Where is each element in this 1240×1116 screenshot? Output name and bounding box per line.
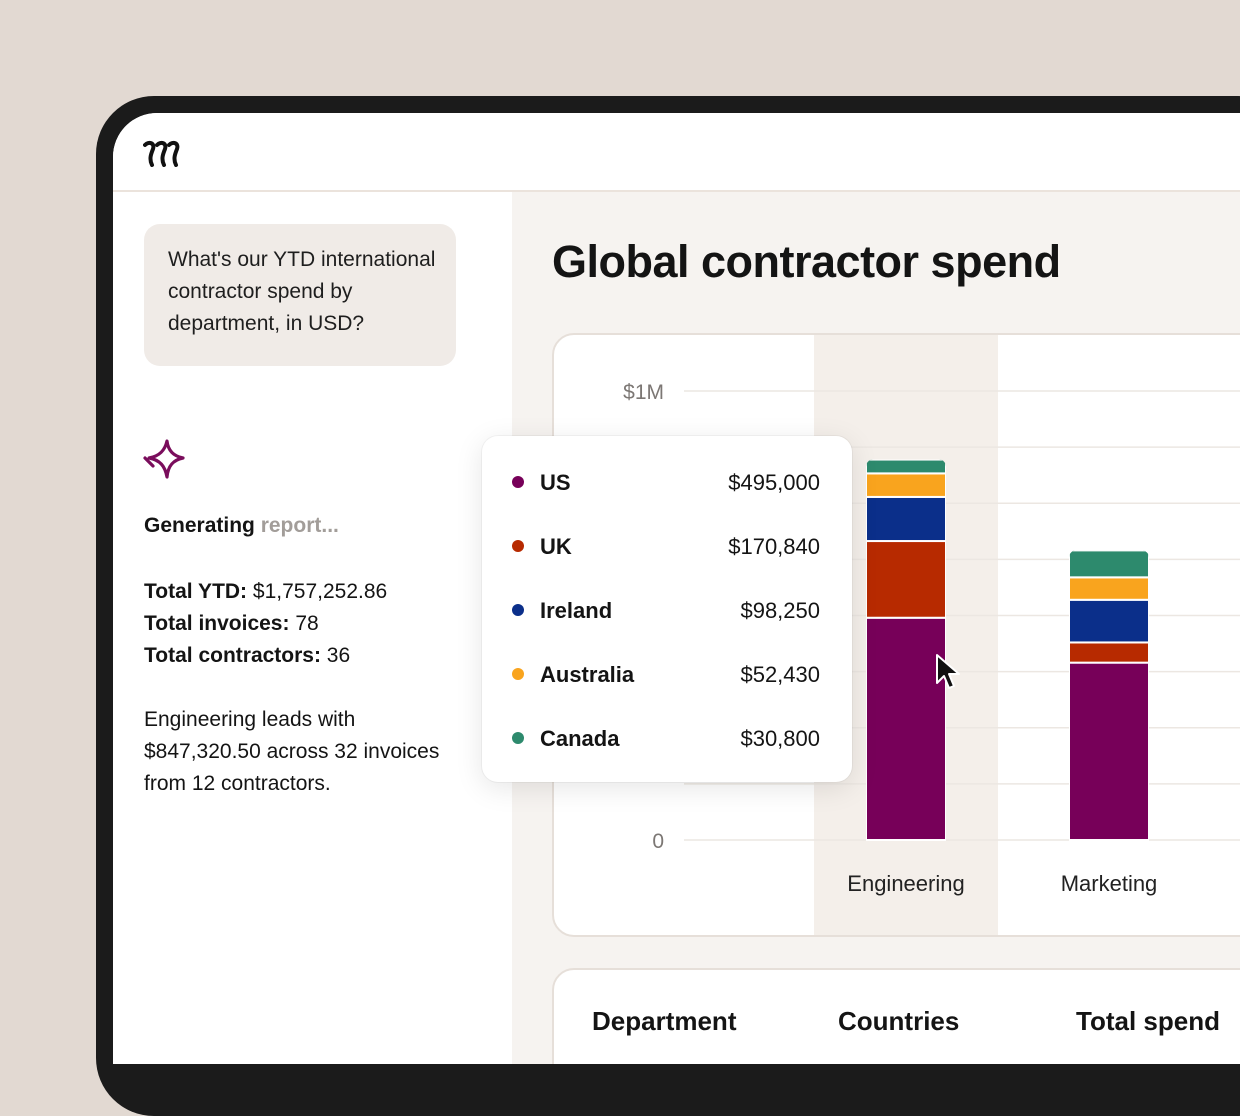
y-tick-label: $1M [623, 381, 664, 404]
department-table: Department Countries Total spend [552, 968, 1240, 1064]
stat-total-contractors: Total contractors: 36 [144, 640, 387, 672]
stat-value: $1,757,252.86 [247, 580, 388, 603]
user-message: What's our YTD international contractor … [144, 224, 456, 366]
tooltip-value: $52,430 [740, 662, 820, 687]
legend-dot [512, 540, 524, 552]
tooltip-row: US $495,000 [482, 462, 852, 502]
bar-segment-ireland [866, 495, 946, 543]
legend-dot [512, 732, 524, 744]
column-header-countries[interactable]: Countries [838, 1006, 960, 1036]
legend-dot [512, 604, 524, 616]
tooltip-country: Australia [540, 662, 635, 687]
bar-segment-canada [1069, 550, 1149, 579]
legend-dot [512, 476, 524, 488]
cursor-icon [936, 654, 960, 689]
legend-dot [512, 668, 524, 680]
sparkle-icon [143, 439, 185, 479]
tooltip-row: Canada $30,800 [482, 718, 852, 758]
y-tick-label: 0 [652, 830, 664, 853]
summary-lead-text: Engineering leads with $847,320.50 acros… [144, 708, 440, 795]
x-tick-label: Engineering [847, 871, 964, 896]
tooltip-country: Ireland [540, 598, 613, 623]
stat-label: Total YTD: [144, 580, 248, 603]
bar-segment-canada [866, 459, 946, 475]
bar-segment-uk [1069, 641, 1149, 664]
bar-segment-us [866, 616, 946, 841]
stat-value: 36 [320, 644, 351, 667]
tooltip-country: Canada [540, 726, 620, 751]
summary-stats: Total YTD: $1,757,252.86 Total invoices:… [144, 576, 387, 672]
tooltip-row: Ireland $98,250 [482, 590, 852, 630]
top-bar [113, 113, 1240, 192]
tooltip-row: UK $170,840 [482, 526, 852, 566]
stat-total-ytd: Total YTD: $1,757,252.86 [144, 576, 387, 608]
tooltip-value: $30,800 [740, 726, 820, 751]
column-header-department[interactable]: Department [592, 1006, 737, 1036]
tooltip-country: US [540, 470, 571, 495]
bar-segment-australia [1069, 576, 1149, 601]
chat-pane: What's our YTD international contractor … [113, 192, 512, 1064]
tooltip-value: $495,000 [728, 470, 820, 495]
tooltip-row: Australia $52,430 [482, 654, 852, 694]
bar-segment-ireland [1069, 598, 1149, 644]
stat-label: Total contractors: [144, 644, 321, 667]
bar-segment-us [1069, 661, 1149, 841]
status-text: Generating report... [144, 514, 339, 538]
stat-label: Total invoices: [144, 612, 290, 635]
status-dim: report... [254, 514, 339, 537]
column-header-total-spend[interactable]: Total spend [1076, 1006, 1220, 1036]
stat-value: 78 [289, 612, 319, 635]
bar-segment-australia [866, 472, 946, 498]
chart-tooltip: US $495,000 UK $170,840 Ireland $98,250 … [482, 436, 852, 782]
user-message-text: What's our YTD international contractor … [168, 248, 436, 335]
bar-chart: 0 $1M Engineering Marketing [623, 335, 1240, 935]
page-title: Global contractor spend [552, 236, 1061, 287]
tooltip-value: $170,840 [728, 534, 820, 559]
tooltip-value: $98,250 [740, 598, 820, 623]
status-strong: Generating [144, 514, 255, 537]
logo-icon[interactable] [143, 139, 183, 167]
bar-segment-uk [866, 540, 946, 619]
tooltip-country: UK [540, 534, 572, 559]
x-tick-label: Marketing [1061, 871, 1158, 896]
stat-total-invoices: Total invoices: 78 [144, 608, 387, 640]
